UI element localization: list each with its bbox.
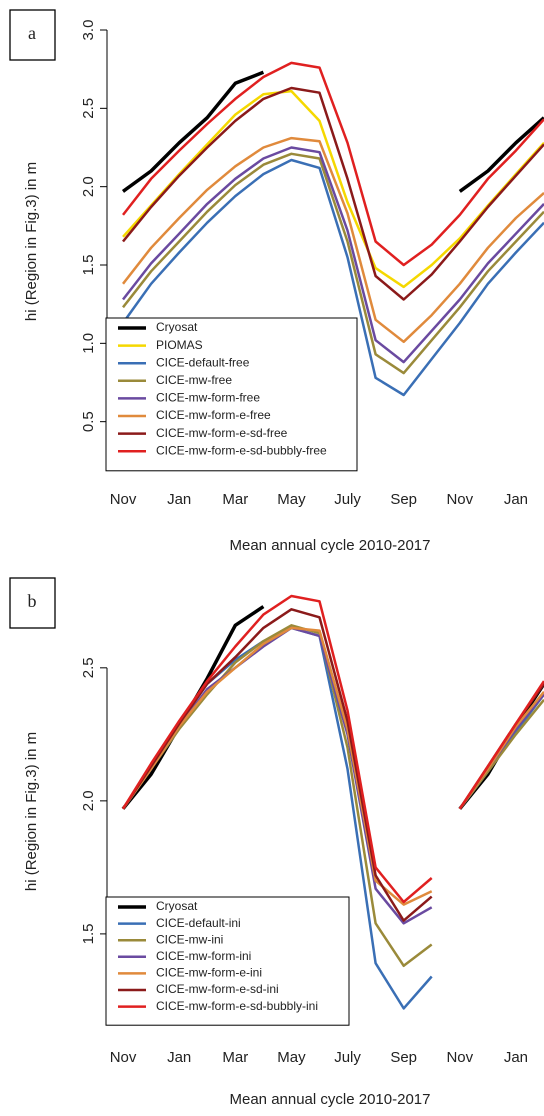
series-line xyxy=(122,61,544,267)
y-axis-label: hi (Region in Fig.3) in m xyxy=(23,732,40,891)
panel-label: a xyxy=(28,23,36,43)
series-line xyxy=(121,594,544,904)
x-tick-label: Jan xyxy=(167,1049,191,1066)
legend-label: CICE-default-ini xyxy=(156,916,241,930)
x-tick-label: July xyxy=(334,491,361,508)
legend-label: PIOMAS xyxy=(156,338,203,352)
x-tick-label: Jan xyxy=(167,491,191,508)
x-tick-label: Jan xyxy=(504,491,528,508)
legend-label: CICE-default-free xyxy=(156,355,250,369)
legend-label: CICE-mw-form-e-free xyxy=(156,408,271,422)
x-tick-label: Mar xyxy=(222,491,248,508)
panel-label-box xyxy=(9,9,56,61)
y-tick-label: 1.0 xyxy=(80,333,97,354)
y-tick-label: 2.5 xyxy=(80,657,97,678)
series-line xyxy=(122,146,544,364)
y-tick-label: 3.0 xyxy=(80,20,97,41)
x-tick-label: Nov xyxy=(110,1049,137,1066)
y-tick-label: 2.5 xyxy=(80,98,97,119)
x-tick-label: Nov xyxy=(446,491,473,508)
x-axis-label: Mean annual cycle 2010-2017 xyxy=(230,1091,431,1108)
y-tick-label: 1.5 xyxy=(80,255,97,276)
legend-box xyxy=(105,896,350,1026)
x-tick-label: May xyxy=(277,1049,306,1066)
y-tick-label: 1.5 xyxy=(80,923,97,944)
x-tick-label: July xyxy=(334,1049,361,1066)
y-tick-label: 2.0 xyxy=(80,176,97,197)
x-tick-label: Sep xyxy=(390,491,417,508)
x-tick-label: Nov xyxy=(110,491,137,508)
series-line xyxy=(122,86,544,301)
x-tick-label: May xyxy=(277,491,306,508)
y-tick-label: 2.0 xyxy=(80,790,97,811)
legend-label: CICE-mw-form-e-sd-ini xyxy=(156,982,279,996)
series-line xyxy=(122,152,544,375)
legend-label: CICE-mw-form-e-sd-free xyxy=(156,426,288,440)
legend-box xyxy=(105,317,358,472)
legend-label: CICE-mw-ini xyxy=(156,932,223,946)
legend-label: CICE-mw-form-ini xyxy=(156,949,251,963)
legend-label: CICE-mw-form-e-sd-bubbly-ini xyxy=(156,999,318,1013)
legend-label: Cryosat xyxy=(156,899,198,913)
legend-label: CICE-mw-form-e-ini xyxy=(156,966,262,980)
x-tick-label: Nov xyxy=(446,1049,473,1066)
x-tick-label: Mar xyxy=(222,1049,248,1066)
x-tick-label: Jan xyxy=(504,1049,528,1066)
series-line xyxy=(121,70,544,193)
x-axis-label: Mean annual cycle 2010-2017 xyxy=(230,537,431,554)
y-tick-label: 0.5 xyxy=(80,411,97,432)
legend-label: Cryosat xyxy=(156,320,198,334)
series-line xyxy=(121,158,544,397)
x-tick-label: Sep xyxy=(390,1049,417,1066)
y-axis-label: hi (Region in Fig.3) in m xyxy=(23,162,40,321)
legend-label: CICE-mw-form-free xyxy=(156,391,260,405)
panel-label-box xyxy=(9,577,56,629)
legend-label: CICE-mw-form-e-sd-bubbly-free xyxy=(156,443,327,457)
panel-label: b xyxy=(28,591,37,611)
series-line xyxy=(122,89,544,289)
series-line xyxy=(122,136,544,344)
legend-label: CICE-mw-free xyxy=(156,373,232,387)
